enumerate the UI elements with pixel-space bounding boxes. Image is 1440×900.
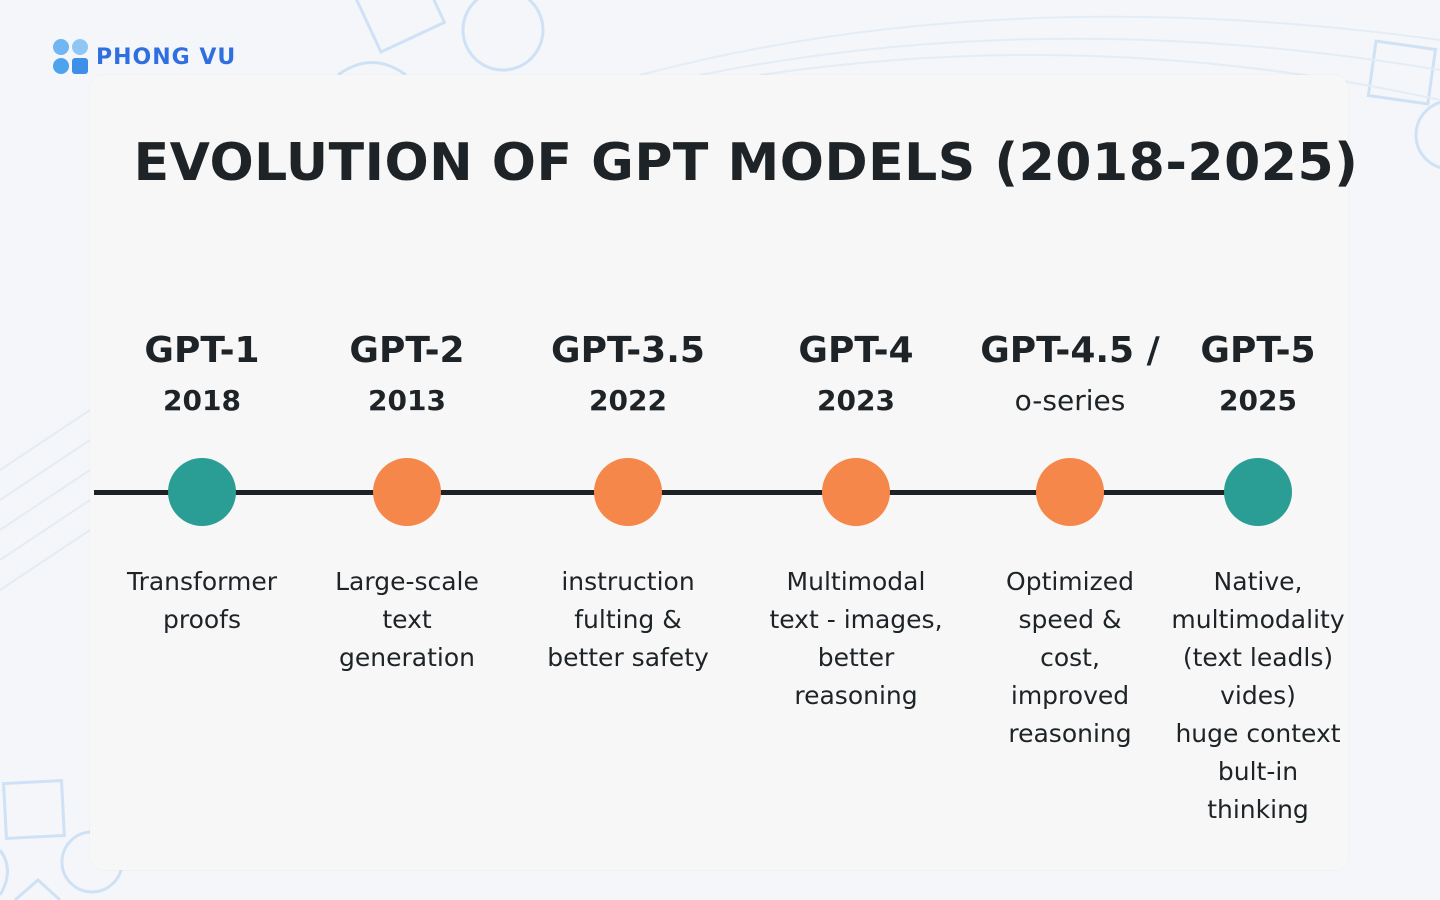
milestone-description-line: instruction — [561, 567, 695, 596]
milestone-description-line: text - images, — [769, 605, 943, 634]
milestone-description-line: speed & — [1018, 605, 1122, 634]
milestone-year: 2018 — [163, 384, 241, 417]
milestone-model-name: GPT-1 — [144, 330, 260, 371]
milestone-description-line: bult-in — [1217, 757, 1299, 786]
milestone-year: 2022 — [589, 384, 667, 417]
milestone-model-name: GPT-4 — [798, 330, 914, 371]
milestone-description: Transformer proofs — [102, 563, 302, 639]
phong-vu-logo-icon — [53, 39, 88, 74]
milestone-description: instruction fulting & better safety — [528, 563, 728, 677]
milestone-description-line: fulting & — [574, 605, 682, 634]
milestone-dot — [1036, 458, 1104, 526]
milestone-dot — [822, 458, 890, 526]
milestone-description-line: generation — [339, 643, 475, 672]
square-outline-icon — [353, 0, 447, 54]
milestone-description-line: (text leadls) — [1182, 643, 1334, 672]
milestone-dot — [1224, 458, 1292, 526]
milestone-model-name: GPT-4.5 / — [980, 330, 1160, 371]
milestone-description-line: vides) — [1220, 681, 1296, 710]
brand-name: PHONG VU — [96, 44, 237, 70]
milestone-description-line: cost, — [1040, 643, 1100, 672]
brand: PHONG VU — [52, 38, 236, 76]
milestone-dot — [373, 458, 441, 526]
content-card — [90, 75, 1348, 870]
milestone-description: Large-scale text generation — [307, 563, 507, 677]
triangle-outline-icon — [14, 877, 62, 900]
arc-outline-icon — [337, 61, 407, 77]
milestone-description-line: Large-scale — [335, 567, 479, 596]
circle-outline-icon — [1414, 100, 1440, 170]
milestone-model-name: GPT-3.5 — [551, 330, 705, 371]
square-outline-icon — [1, 778, 66, 841]
timeline-line — [94, 490, 1290, 495]
milestone-year: 2023 — [817, 384, 895, 417]
milestone-description-line: Multimodal — [786, 567, 926, 596]
milestone-description-line: improved — [1010, 681, 1130, 710]
milestone-description-line: multimodality — [1171, 605, 1345, 634]
milestone-description-line: reasoning — [794, 681, 918, 710]
milestone-description-line: huge context — [1175, 719, 1341, 748]
milestone-dot — [594, 458, 662, 526]
milestone-model-name: GPT-5 — [1200, 330, 1316, 371]
milestone-year: 2025 — [1219, 384, 1297, 417]
milestone-description: Multimodal text - images, better reasoning — [756, 563, 956, 715]
milestone-description-line: proofs — [162, 605, 241, 634]
milestone-model-name: GPT-2 — [349, 330, 465, 371]
circle-outline-icon — [461, 0, 545, 72]
milestone-description-line: reasoning — [1008, 719, 1132, 748]
page-title: EVOLUTION OF GPT MODELS (2018-2025) — [133, 133, 1359, 193]
milestone-description-line: text — [382, 605, 432, 634]
milestone-description-line: Native, — [1213, 567, 1303, 596]
milestone-description: Native, multimodality (text leadls) vides) h… — [1158, 563, 1358, 829]
arc-outline-icon — [0, 849, 9, 896]
milestone-year: o-series — [1014, 384, 1126, 417]
milestone-description-line: thinking — [1207, 795, 1309, 824]
milestone-description-line: Optimized — [1006, 567, 1134, 596]
milestone-description: Optimized speed & cost, improved reasoning — [970, 563, 1170, 753]
milestone-dot — [168, 458, 236, 526]
milestone-description-line: Transformer — [126, 567, 277, 596]
milestone-description-line: better — [817, 643, 895, 672]
milestone-description-line: better safety — [547, 643, 709, 672]
milestone-year: 2013 — [368, 384, 446, 417]
square-outline-icon — [1366, 39, 1438, 106]
